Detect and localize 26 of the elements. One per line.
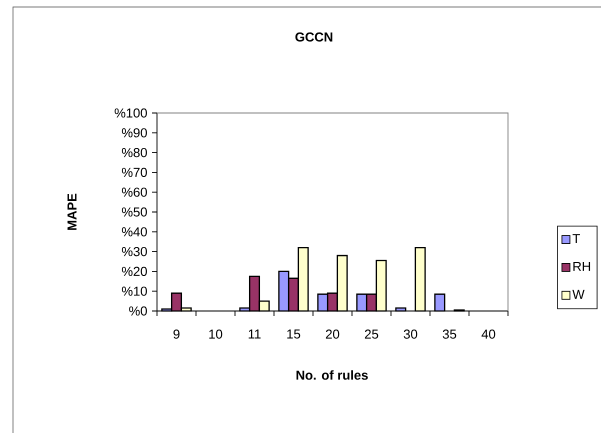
y-tick-label: %80 (122, 148, 147, 158)
y-tick-label: %0 (129, 306, 147, 316)
legend-label: T (572, 234, 580, 244)
x-axis-title: No. of rules (296, 370, 368, 380)
legend-label: RH (573, 262, 590, 271)
y-tick-label: %40 (122, 227, 147, 236)
y-tick-label: %10 (122, 286, 147, 296)
legend-label: W (572, 290, 585, 299)
y-axis-title: MAPE (68, 194, 76, 230)
y-tick-label: %70 (122, 168, 147, 177)
y-tick-label: %100 (114, 108, 147, 118)
y-tick-label: %30 (122, 246, 147, 256)
y-tick-label: %20 (122, 266, 147, 276)
x-tick-label: 30 (404, 330, 418, 339)
x-tick-label: 15 (287, 330, 300, 339)
x-tick-label: 20 (326, 330, 340, 339)
x-tick-label: 35 (442, 330, 456, 339)
y-tick-label: %90 (122, 128, 147, 138)
x-tick-label: 9 (173, 330, 180, 339)
x-tick-label: 40 (482, 330, 496, 339)
y-tick-label: %60 (122, 188, 147, 197)
x-tick-label: 10 (209, 330, 222, 339)
chart-title: GCCN (295, 32, 332, 42)
x-tick-label: 25 (364, 330, 378, 339)
y-tick-label: %50 (122, 207, 147, 217)
x-tick-label: 11 (248, 330, 261, 338)
